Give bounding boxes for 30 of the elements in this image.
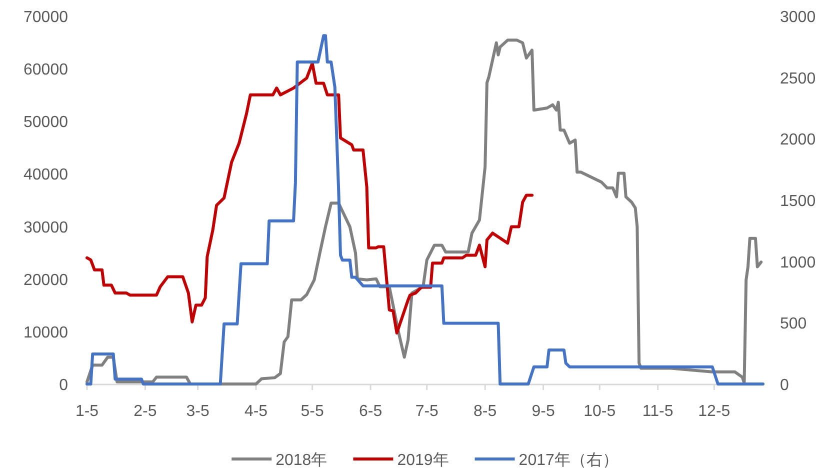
x-tick-label: 7-5: [415, 403, 439, 420]
y-tick-label: 60000: [24, 62, 68, 79]
y2-tick-label: 0: [780, 377, 789, 394]
x-tick-label: 3-5: [186, 403, 210, 420]
legend-label: 2018年: [276, 452, 328, 469]
x-tick-label: 9-5: [532, 403, 555, 420]
x-tick-label: 6-5: [358, 403, 382, 420]
x-tick-label: 2-5: [134, 403, 157, 420]
x-tick-label: 12-5: [698, 403, 730, 420]
y-tick-label: 40000: [24, 166, 68, 184]
y-tick-label: 30000: [24, 219, 68, 236]
x-tick-label: 1-5: [75, 403, 99, 420]
y2-tick-label: 3000: [780, 9, 816, 26]
y2-tick-label: 1500: [780, 193, 816, 210]
y-tick-label: 0: [59, 377, 68, 394]
y-tick-label: 10000: [24, 324, 68, 342]
legend-label: 2019年: [397, 452, 449, 469]
x-tick-label: 5-5: [300, 403, 324, 420]
y-tick-label: 20000: [24, 272, 68, 289]
y-tick-label: 50000: [24, 114, 68, 132]
x-tick-label: 8-5: [474, 403, 497, 420]
x-tick-label: 4-5: [244, 403, 268, 420]
y2-tick-label: 500: [780, 316, 807, 333]
x-tick-label: 10-5: [584, 403, 616, 420]
y2-tick-label: 2000: [780, 132, 816, 149]
y2-tick-label: 1000: [780, 254, 816, 272]
x-tick-label: 11-5: [642, 403, 674, 420]
y-tick-label: 70000: [24, 9, 68, 26]
legend-label: 2017年（右）: [518, 452, 618, 469]
y2-tick-label: 2500: [780, 70, 816, 88]
